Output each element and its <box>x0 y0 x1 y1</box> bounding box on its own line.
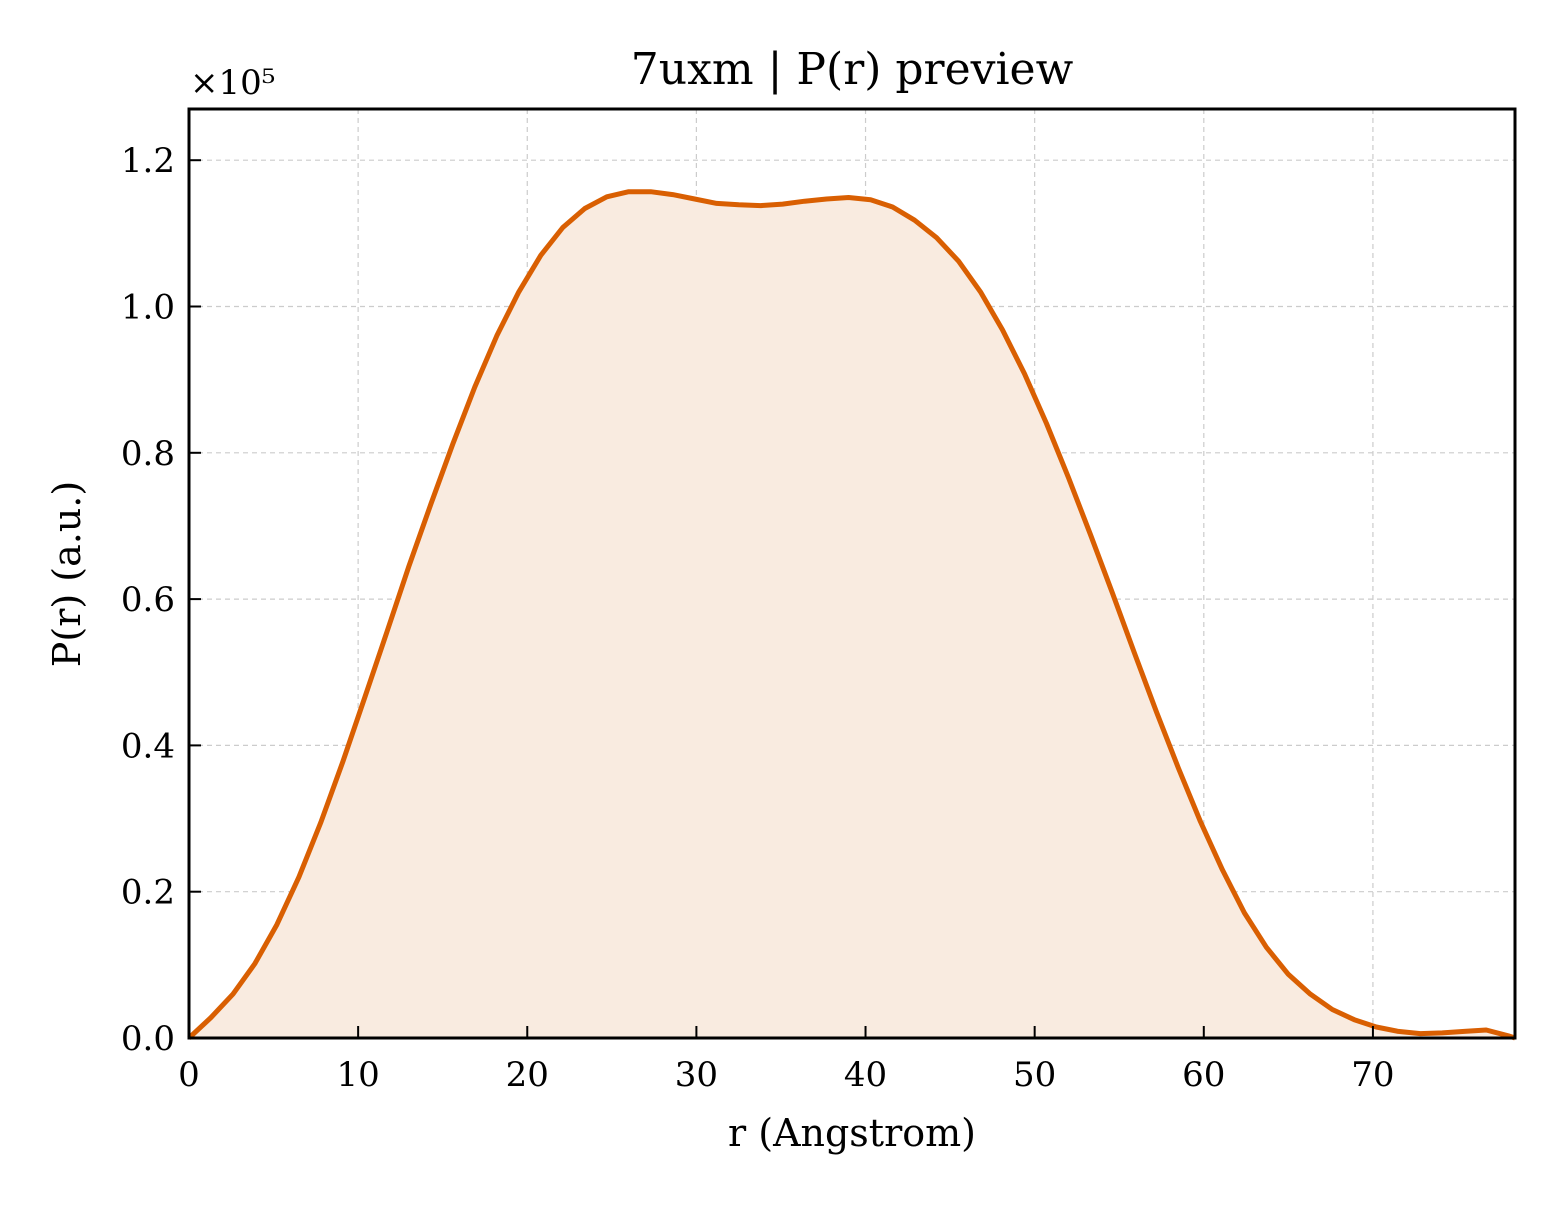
x-tick-label: 10 <box>336 1055 379 1095</box>
plot-frame <box>187 107 1517 1040</box>
y-tick-label: 0.0 <box>121 1019 175 1059</box>
y-axis-multiplier: ×10⁵ <box>190 63 275 103</box>
pr-area <box>189 191 1515 1038</box>
y-tick-label: 0.6 <box>121 580 175 620</box>
axis-ticks <box>188 159 1374 1039</box>
pr-line <box>187 189 1516 1041</box>
x-tick-label: 0 <box>178 1055 200 1095</box>
series-line <box>187 189 1516 1041</box>
x-tick-label: 50 <box>1013 1055 1056 1095</box>
x-tick-label: 40 <box>844 1055 887 1095</box>
x-tick-label: 20 <box>506 1055 549 1095</box>
x-tick-label: 30 <box>675 1055 718 1095</box>
y-tick-label: 0.8 <box>121 434 175 474</box>
x-tick-label: 70 <box>1351 1055 1394 1095</box>
y-tick-label: 1.0 <box>121 288 175 328</box>
area-fill <box>189 191 1515 1038</box>
y-tick-label: 0.4 <box>121 726 175 766</box>
y-tick-label: 0.2 <box>121 873 175 913</box>
y-tick-label: 1.2 <box>121 141 175 181</box>
y-axis-label: P(r) (a.u.) <box>45 481 89 667</box>
y-tick-labels: 0.0 0.2 0.4 0.6 0.8 1.0 1.2 <box>121 141 175 1059</box>
x-tick-labels: 0 10 20 30 40 50 60 70 <box>178 1055 1394 1095</box>
x-axis-label: r (Angstrom) <box>728 1111 976 1155</box>
chart-title: 7uxm | P(r) preview <box>631 44 1074 95</box>
x-tick-label: 60 <box>1182 1055 1225 1095</box>
